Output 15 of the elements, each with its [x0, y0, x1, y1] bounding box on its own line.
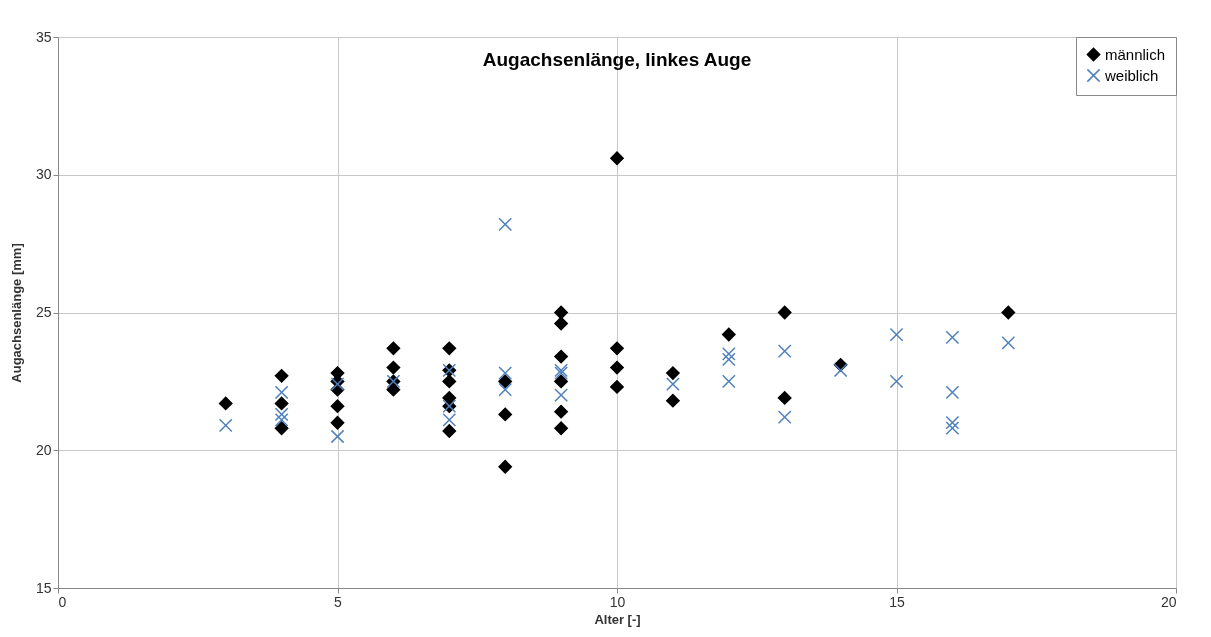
y-tick-label: 25	[35, 304, 52, 320]
legend-label: weiblich	[1104, 66, 1159, 84]
y-tick-label: 35	[35, 28, 52, 45]
x-tick-label: 0	[58, 593, 67, 610]
y-tick-label: 20	[35, 441, 52, 458]
x-tick-label: 15	[889, 593, 905, 610]
x-tick-label: 5	[334, 593, 343, 610]
y-tick-label: 15	[35, 579, 52, 596]
y-axis-title: Augachsenlänge [mm]	[8, 243, 24, 383]
x-tick-label: 10	[609, 593, 626, 610]
text: Augachsenlänge, linkes Auge	[482, 49, 752, 70]
legend-label: männlich	[1105, 45, 1166, 63]
x-tick-label: 20	[1160, 593, 1177, 610]
x-axis-title: Alter [-]	[594, 611, 641, 627]
y-tick-label: 30	[35, 166, 52, 183]
